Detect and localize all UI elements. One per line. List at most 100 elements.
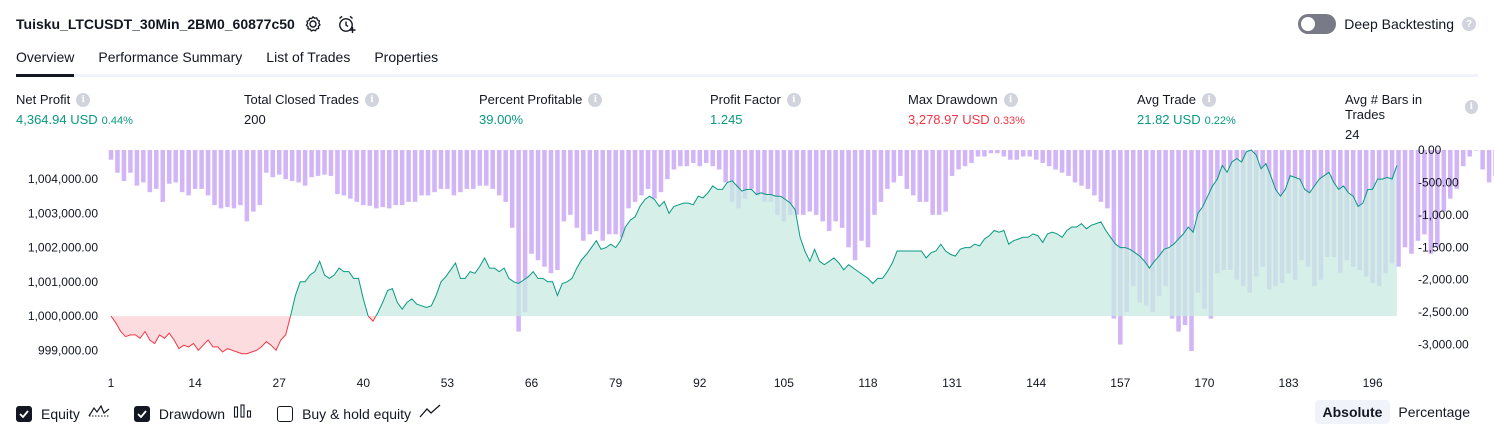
info-icon[interactable]: i xyxy=(1464,100,1478,114)
drawdown-bar xyxy=(458,150,463,193)
x-axis-tick: 196 xyxy=(1363,376,1383,390)
legend-drawdown[interactable]: Drawdown xyxy=(133,404,253,423)
right-axis-tick: -3,000.00 xyxy=(1418,338,1469,352)
drawdown-bar xyxy=(762,150,767,202)
drawdown-bar xyxy=(1092,150,1097,196)
drawdown-bar xyxy=(374,150,379,209)
drawdown-bar xyxy=(134,150,140,186)
drawdown-bar xyxy=(328,150,334,176)
drawdown-bar xyxy=(264,150,269,173)
drawdown-bar xyxy=(1072,150,1078,183)
drawdown-bar xyxy=(1066,150,1071,176)
drawdown-bar xyxy=(613,150,618,235)
drawdown-bar xyxy=(218,150,224,209)
settings-icon[interactable] xyxy=(302,13,324,35)
drawdown-bar xyxy=(891,150,897,183)
drawdown-bar xyxy=(1124,150,1130,313)
right-axis-tick: -2,500.00 xyxy=(1418,305,1469,319)
drawdown-bar xyxy=(399,150,405,206)
drawdown-bar xyxy=(1059,150,1065,173)
legend-buy-hold-equity[interactable]: Buy & hold equity xyxy=(277,404,441,423)
drawdown-bar xyxy=(160,150,166,202)
drawdown-bar xyxy=(606,150,612,235)
drawdown-bar xyxy=(1428,150,1434,254)
equity-drawdown-chart[interactable]: 1,004,000.00 1,003,000.00 1,002,000.00 1,00… xyxy=(0,140,1494,398)
drawdown-bar xyxy=(859,150,864,241)
drawdown-bar xyxy=(1098,150,1104,202)
tab-performance-summary[interactable]: Performance Summary xyxy=(98,49,243,65)
metric-percent: 0.22% xyxy=(1204,115,1236,127)
equity-profit-area xyxy=(375,150,1397,317)
drawdown-bar xyxy=(626,150,631,209)
info-icon[interactable]: i xyxy=(588,92,603,107)
add-alert-icon[interactable] xyxy=(336,13,358,35)
drawdown-bar xyxy=(393,150,398,206)
drawdown-bar xyxy=(1435,150,1440,248)
percentage-button[interactable]: Percentage xyxy=(1398,404,1470,420)
drawdown-bar xyxy=(632,150,638,202)
drawdown-bar xyxy=(522,150,528,313)
metric-total-closed-trades: Total Closed Trades i 200 xyxy=(244,92,379,127)
deep-backtesting-label: Deep Backtesting xyxy=(1344,16,1454,32)
x-axis-tick: 79 xyxy=(609,376,623,390)
drawdown-bar xyxy=(354,150,360,202)
info-icon[interactable]: i xyxy=(364,92,379,107)
drawdown-bar xyxy=(425,150,431,196)
drawdown-bar xyxy=(801,150,806,215)
drawdown-bar xyxy=(192,150,198,189)
left-axis-tick: 1,002,000.00 xyxy=(28,241,98,255)
drawdown-bar xyxy=(1105,150,1110,209)
drawdown-bar xyxy=(251,150,256,212)
x-axis-tick: 14 xyxy=(188,376,202,390)
drawdown-bar xyxy=(212,150,217,206)
x-axis-tick: 118 xyxy=(858,376,877,390)
chart-legend: Equity Drawdown Buy & hold equity xyxy=(16,404,465,423)
drawdown-bar xyxy=(652,150,657,199)
drawdown-bar xyxy=(283,150,288,180)
drawdown-bar xyxy=(121,150,127,182)
drawdown-bar xyxy=(995,150,1000,154)
tab-overview[interactable]: Overview xyxy=(16,46,75,77)
drawdown-bar xyxy=(742,150,748,199)
x-axis-tick: 53 xyxy=(441,376,455,390)
info-icon[interactable]: i xyxy=(786,92,801,107)
drawdown-bar xyxy=(516,150,521,332)
drawdown-bar xyxy=(1467,150,1472,157)
tab-list-of-trades[interactable]: List of Trades xyxy=(266,49,351,65)
drawdown-bar xyxy=(115,150,120,173)
equity-line-up xyxy=(290,259,369,317)
left-axis-tick: 1,001,000.00 xyxy=(28,275,98,289)
x-axis-tick: 27 xyxy=(273,376,287,390)
drawdown-bar xyxy=(943,150,948,212)
drawdown-bar xyxy=(885,150,890,189)
info-icon[interactable]: i xyxy=(1202,92,1217,107)
drawdown-bar xyxy=(490,150,495,189)
drawdown-bar xyxy=(684,150,690,167)
drawdown-bar xyxy=(419,150,424,196)
drawdown-bar xyxy=(962,150,968,167)
drawdown-bar xyxy=(1014,150,1020,160)
metric-percent: 0.44% xyxy=(101,115,133,127)
equity-line-down xyxy=(367,315,377,323)
tab-properties[interactable]: Properties xyxy=(374,49,439,65)
deep-backtesting-toggle[interactable] xyxy=(1298,14,1337,34)
x-axis-tick: 157 xyxy=(1110,376,1130,390)
drawdown-bar xyxy=(199,150,204,189)
info-icon[interactable]: i xyxy=(76,92,91,107)
absolute-button[interactable]: Absolute xyxy=(1314,400,1391,424)
info-icon[interactable]: i xyxy=(1003,92,1018,107)
drawdown-bar xyxy=(289,150,295,182)
left-axis-tick: 1,003,000.00 xyxy=(28,206,98,220)
equity-checkbox[interactable] xyxy=(16,405,32,422)
legend-equity[interactable]: Equity xyxy=(16,404,110,423)
drawdown-bar xyxy=(335,150,340,195)
equity-line-icon xyxy=(88,404,110,423)
drawdown-bar xyxy=(406,150,411,202)
drawdown-bar xyxy=(496,150,502,196)
x-axis-tick: 131 xyxy=(942,376,962,390)
drawdown-bar xyxy=(464,150,470,189)
drawdown-checkbox[interactable] xyxy=(133,405,150,422)
buy-hold-checkbox[interactable] xyxy=(277,405,294,422)
drawdown-bar xyxy=(1448,150,1453,199)
help-icon[interactable]: ? xyxy=(1462,17,1476,31)
